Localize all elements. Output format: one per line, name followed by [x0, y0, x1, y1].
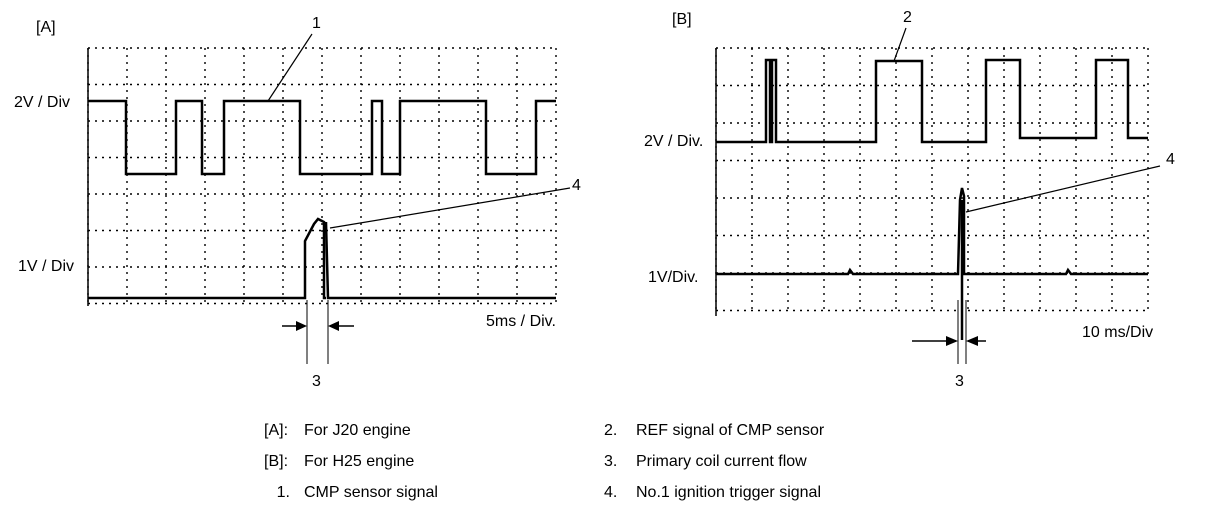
panel-a-lower-scale: 1V / Div [18, 258, 74, 275]
panel-a-tag: [A] [36, 19, 56, 36]
legend-item-2: 2. REF signal of CMP sensor [604, 422, 824, 440]
legend-desc: No.1 ignition trigger signal [636, 484, 821, 501]
panel-b-callout-2-leader [893, 27, 907, 62]
panel-b-grid [715, 47, 1149, 312]
panel-a-dim-arrowhead-left [296, 321, 307, 331]
panel-a-callout-1: 1 [312, 15, 321, 32]
panel-a-grid [87, 47, 557, 305]
legend-key: [A]: [264, 422, 289, 439]
legend-desc: Primary coil current flow [636, 453, 807, 470]
panel-b-callout-4-leader [965, 165, 1161, 213]
panel-a-upper-scale: 2V / Div [14, 94, 70, 111]
panel-a-time-scale: 5ms / Div. [486, 313, 556, 330]
legend-desc: For J20 engine [304, 422, 411, 439]
legend-key: 2. [604, 422, 618, 439]
panel-a-callout-4-leader [329, 187, 571, 229]
panel-a-cmp-sensor-trace [88, 99, 556, 176]
legend-desc: CMP sensor signal [304, 484, 438, 501]
panel-b-dim-arrowhead-left [946, 336, 958, 346]
legend-key: 4. [604, 484, 618, 501]
legend-key: 1. [276, 484, 290, 501]
legend-item-b: [B]: For H25 engine [264, 453, 414, 471]
legend-item-4: 4. No.1 ignition trigger signal [604, 484, 821, 502]
legend-desc: For H25 engine [304, 453, 415, 470]
panel-b-dim-arrowhead-right [966, 336, 978, 346]
legend-desc: REF signal of CMP sensor [636, 422, 825, 439]
panel-a-ignition-trigger-trace [88, 217, 326, 300]
legend-key: 3. [604, 453, 618, 470]
panel-b-callout-3: 3 [955, 373, 964, 390]
panel-a-ignition-trigger-trace-tail [324, 221, 556, 300]
panel-b-ref-signal-trace [716, 58, 1148, 144]
panel-a-callout-4: 4 [572, 177, 581, 194]
panel-b-time-scale: 10 ms/Div [1082, 324, 1153, 341]
legend-item-a: [A]: For J20 engine [264, 422, 411, 440]
panel-b-lower-scale: 1V/Div. [648, 269, 698, 286]
panel-b-upper-scale: 2V / Div. [644, 133, 703, 150]
panel-b-tag: [B] [672, 11, 692, 28]
legend-key: [B]: [264, 453, 289, 470]
panel-b-callout-4: 4 [1166, 151, 1175, 168]
legend-item-1: 1. CMP sensor signal [264, 484, 438, 502]
panel-b-callout-2: 2 [903, 9, 912, 26]
panel-a-callout-1-leader [267, 33, 313, 102]
panel-b-ignition-trigger-trace [716, 187, 1148, 276]
legend-item-3: 3. Primary coil current flow [604, 453, 807, 471]
panel-a-dim-arrowhead-right [328, 321, 339, 331]
panel-a-callout-3: 3 [312, 373, 321, 390]
